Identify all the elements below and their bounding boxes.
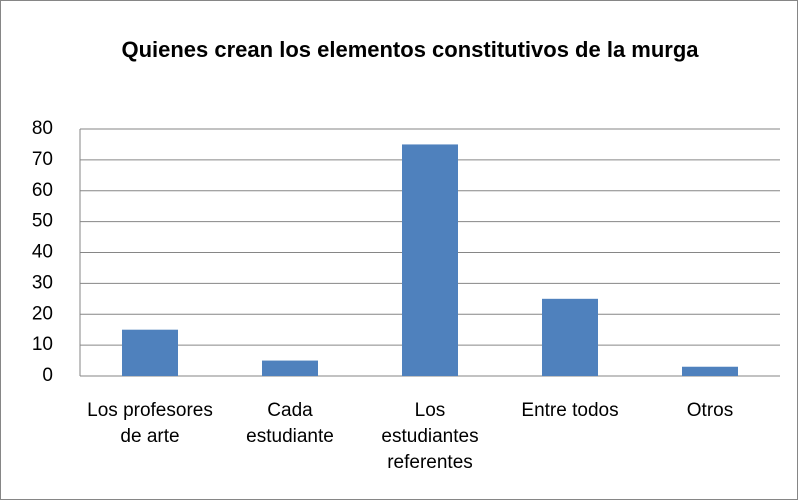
x-tick-label: Otros — [686, 400, 734, 421]
bar — [122, 329, 178, 376]
chart-title: Quienes crean los elementos constitutivo… — [121, 37, 699, 62]
y-tick-label: 0 — [42, 365, 53, 386]
y-tick-label: 70 — [32, 149, 53, 170]
y-tick-label: 80 — [32, 118, 53, 139]
bar — [262, 360, 318, 376]
x-tick-label: Los estudiantes referentes — [381, 400, 479, 473]
bar — [402, 144, 458, 376]
y-tick-label: 30 — [32, 272, 53, 293]
x-tick-label: Entre todos — [521, 400, 619, 421]
y-tick-label: 40 — [32, 242, 53, 263]
x-tick-label: Cada estudiante — [246, 400, 334, 447]
y-tick-label: 20 — [32, 303, 53, 324]
bar — [542, 298, 598, 376]
bar — [682, 366, 738, 376]
y-tick-label: 60 — [32, 180, 53, 201]
x-tick-label: Los profesores de arte — [87, 400, 213, 447]
y-tick-label: 10 — [32, 334, 53, 355]
y-tick-label: 50 — [32, 211, 53, 232]
